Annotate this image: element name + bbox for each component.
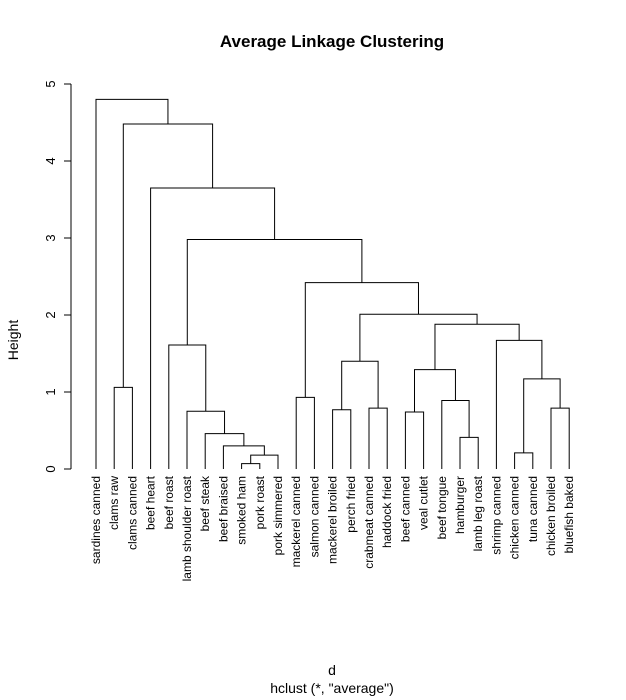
merge-link-11	[550, 407, 570, 469]
merge-link-20	[434, 323, 520, 370]
merge-link-8	[404, 411, 425, 469]
y-tick-label-1: 1	[43, 388, 58, 395]
merge-link-12	[441, 399, 470, 469]
leaf-label: perch fried	[344, 476, 358, 533]
y-tick-label-3: 3	[43, 234, 58, 241]
merge-link-13	[295, 396, 315, 469]
merge-link-17	[341, 360, 379, 410]
y-tick-label-4: 4	[43, 157, 58, 164]
merge-link-21	[359, 313, 478, 362]
merge-link-3	[250, 454, 279, 469]
merge-link-6	[204, 433, 245, 469]
x-axis-label: d	[328, 662, 336, 678]
leaf-label: veal cutlet	[417, 475, 431, 530]
leaf-label: shrimp canned	[489, 476, 503, 555]
y-tick-label-2: 2	[43, 311, 58, 318]
leaf-label: mackerel broiled	[326, 476, 340, 564]
leaf-label: smoked ham	[235, 476, 249, 545]
leaf-label: beef steak	[198, 475, 212, 531]
leaf-label: lamb leg roast	[471, 475, 485, 551]
merge-link-16	[414, 369, 456, 413]
merge-link-9	[332, 409, 352, 469]
merge-link-10	[368, 407, 388, 469]
merge-link-15	[523, 378, 561, 453]
merge-link-4	[222, 445, 265, 469]
merge-link-25	[122, 123, 214, 388]
leaf-label: mackerel canned	[289, 476, 303, 567]
chart-title: Average Linkage Clustering	[220, 32, 444, 51]
merge-link-19	[495, 339, 543, 469]
leaf-label: beef roast	[162, 475, 176, 529]
merge-link-2	[514, 452, 534, 469]
leaf-label: sardines canned	[89, 476, 103, 564]
leaf-label: chicken broiled	[544, 476, 558, 556]
merge-link-23	[186, 239, 363, 346]
leaf-label: beef canned	[398, 476, 412, 542]
merge-link-5	[459, 436, 479, 469]
leaf-labels: sardines canned clams raw clams canned beef…	[89, 475, 576, 581]
method-label: hclust (*, "average")	[270, 680, 394, 696]
y-axis: 0 1 2 3 4 5	[43, 80, 72, 473]
dendrogram-links	[95, 98, 570, 469]
merge-link-1	[241, 463, 261, 469]
y-axis-label: Height	[5, 320, 21, 361]
leaf-label: hamburger	[453, 476, 467, 534]
leaf-label: bluefish baked	[562, 476, 576, 553]
leaf-label: beef tongue	[435, 476, 449, 540]
leaf-label: salmon canned	[307, 476, 321, 557]
merge-link-7	[186, 410, 226, 469]
leaf-label: clams raw	[107, 476, 121, 530]
y-tick-label-5: 5	[43, 80, 58, 87]
leaf-label: pork simmered	[271, 476, 285, 555]
leaf-label: beef braised	[216, 476, 230, 542]
merge-link-22	[304, 282, 419, 398]
leaf-label: haddock fried	[380, 476, 394, 548]
leaf-label: crabmeat canned	[362, 476, 376, 569]
merge-link-14	[113, 386, 133, 469]
y-tick-label-0: 0	[43, 465, 58, 472]
merge-link-26	[95, 98, 169, 469]
leaf-label: beef heart	[144, 475, 158, 530]
leaf-label: lamb shoulder roast	[180, 475, 194, 581]
leaf-label: chicken canned	[508, 476, 522, 559]
leaf-label: tuna canned	[526, 476, 540, 542]
leaf-label: clams canned	[125, 476, 139, 550]
leaf-label: pork roast	[253, 475, 267, 529]
